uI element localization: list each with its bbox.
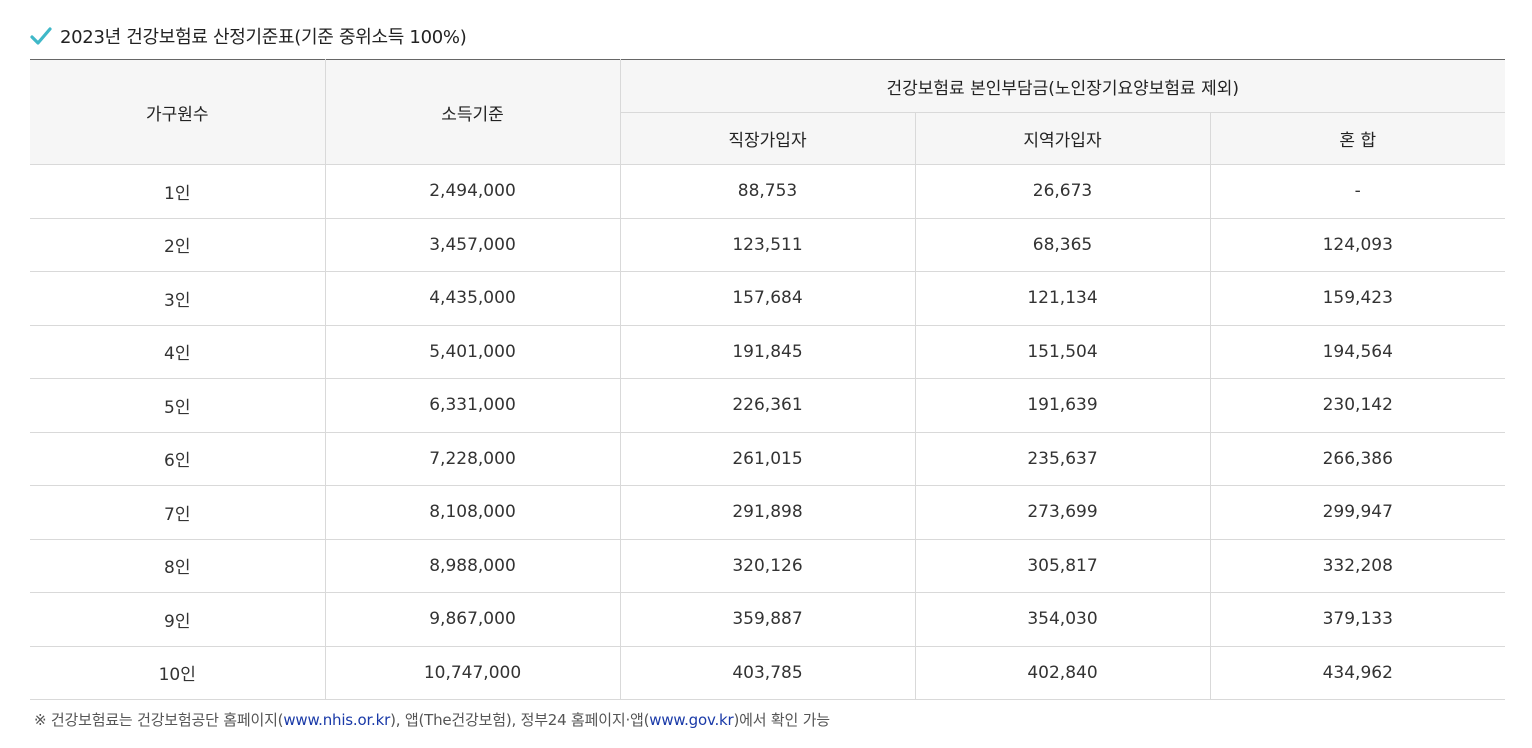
table-row: 7인 8,108,000 291,898 273,699 299,947 — [30, 485, 1505, 540]
cell-employee: 359,887 — [619, 592, 916, 647]
cell-household: 4인 — [30, 324, 326, 379]
cell-income: 7,228,000 — [324, 431, 621, 486]
table-row: 3인 4,435,000 157,684 121,134 159,423 — [30, 271, 1505, 326]
cell-mixed: 332,208 — [1209, 538, 1505, 593]
page-title: 2023년 건강보험료 산정기준표(기준 중위소득 100%) — [60, 27, 467, 48]
cell-regional: 191,639 — [914, 378, 1211, 433]
cell-income: 5,401,000 — [324, 324, 621, 379]
cell-employee: 291,898 — [619, 485, 916, 540]
cell-household: 10인 — [30, 645, 326, 700]
check-icon — [30, 25, 52, 47]
header-household: 가구원수 — [30, 59, 326, 165]
cell-mixed: 159,423 — [1209, 271, 1505, 326]
footnote-middle: ), 앱(The건강보험), 정부24 홈페이지·앱( — [390, 711, 650, 729]
header-premium-group: 건강보험료 본인부담금(노인장기요양보험료 제외) — [619, 59, 1505, 113]
nhis-link[interactable]: www.nhis.or.kr — [283, 711, 391, 729]
table-row: 8인 8,988,000 320,126 305,817 332,208 — [30, 538, 1505, 593]
cell-employee: 191,845 — [619, 324, 916, 379]
cell-mixed: - — [1209, 164, 1505, 219]
cell-mixed: 266,386 — [1209, 431, 1505, 486]
cell-household: 8인 — [30, 538, 326, 593]
table-row: 1인 2,494,000 88,753 26,673 - — [30, 164, 1505, 219]
cell-employee: 261,015 — [619, 431, 916, 486]
footnote-prefix: ※ 건강보험료는 건강보험공단 홈페이지( — [34, 711, 284, 729]
table-row: 10인 10,747,000 403,785 402,840 434,962 — [30, 645, 1505, 700]
cell-household: 6인 — [30, 431, 326, 486]
cell-regional: 68,365 — [914, 217, 1211, 272]
table-row: 9인 9,867,000 359,887 354,030 379,133 — [30, 592, 1505, 647]
cell-mixed: 124,093 — [1209, 217, 1505, 272]
cell-income: 9,867,000 — [324, 592, 621, 647]
table-row: 2인 3,457,000 123,511 68,365 124,093 — [30, 217, 1505, 272]
section-title: 2023년 건강보험료 산정기준표(기준 중위소득 100%) — [30, 22, 467, 50]
cell-household: 9인 — [30, 592, 326, 647]
footnote-suffix: )에서 확인 가능 — [733, 711, 831, 729]
cell-income: 6,331,000 — [324, 378, 621, 433]
cell-household: 7인 — [30, 485, 326, 540]
cell-mixed: 379,133 — [1209, 592, 1505, 647]
cell-regional: 354,030 — [914, 592, 1211, 647]
cell-household: 2인 — [30, 217, 326, 272]
footnote: ※ 건강보험료는 건강보험공단 홈페이지(www.nhis.or.kr), 앱(… — [34, 709, 830, 730]
cell-employee: 123,511 — [619, 217, 916, 272]
gov-link[interactable]: www.gov.kr — [649, 711, 734, 729]
cell-employee: 403,785 — [619, 645, 916, 700]
cell-employee: 226,361 — [619, 378, 916, 433]
cell-income: 3,457,000 — [324, 217, 621, 272]
cell-employee: 157,684 — [619, 271, 916, 326]
header-regional: 지역가입자 — [914, 112, 1211, 165]
cell-household: 5인 — [30, 378, 326, 433]
cell-mixed: 434,962 — [1209, 645, 1505, 700]
cell-income: 10,747,000 — [324, 645, 621, 700]
cell-income: 8,108,000 — [324, 485, 621, 540]
cell-income: 8,988,000 — [324, 538, 621, 593]
cell-household: 1인 — [30, 164, 326, 219]
header-employee: 직장가입자 — [620, 112, 916, 165]
table-row: 6인 7,228,000 261,015 235,637 266,386 — [30, 431, 1505, 486]
cell-household: 3인 — [30, 271, 326, 326]
cell-mixed: 230,142 — [1209, 378, 1505, 433]
cell-regional: 235,637 — [914, 431, 1211, 486]
table-row: 4인 5,401,000 191,845 151,504 194,564 — [30, 324, 1505, 379]
header-mixed: 혼 합 — [1209, 112, 1505, 165]
cell-regional: 121,134 — [914, 271, 1211, 326]
cell-employee: 88,753 — [619, 164, 916, 219]
cell-mixed: 194,564 — [1209, 324, 1505, 379]
cell-regional: 26,673 — [914, 164, 1211, 219]
table-row: 5인 6,331,000 226,361 191,639 230,142 — [30, 378, 1505, 433]
cell-mixed: 299,947 — [1209, 485, 1505, 540]
cell-regional: 273,699 — [914, 485, 1211, 540]
cell-income: 4,435,000 — [324, 271, 621, 326]
premium-table: 가구원수 소득기준 건강보험료 본인부담금(노인장기요양보험료 제외) 직장가입… — [30, 59, 1505, 700]
cell-regional: 305,817 — [914, 538, 1211, 593]
cell-regional: 402,840 — [914, 645, 1211, 700]
header-income: 소득기준 — [324, 59, 621, 165]
cell-regional: 151,504 — [914, 324, 1211, 379]
cell-income: 2,494,000 — [324, 164, 621, 219]
cell-employee: 320,126 — [619, 538, 916, 593]
